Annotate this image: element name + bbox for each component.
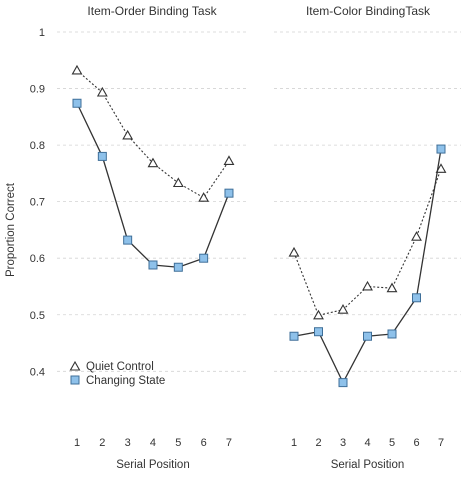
data-point-triangle (172, 177, 184, 188)
legend-label: Changing State (86, 375, 165, 387)
x-tick-label: 5 (389, 437, 395, 449)
data-point-square (148, 260, 158, 270)
data-point-square (97, 151, 107, 161)
data-point-triangle (435, 163, 447, 173)
data-point-square (338, 378, 348, 388)
data-point-square (173, 262, 183, 272)
x-tick-label: 3 (125, 437, 131, 449)
legend-item-changing-state: Changing State (70, 375, 165, 387)
data-point-triangle (96, 86, 108, 97)
chart-legend: Quiet Control Changing State (69, 360, 165, 387)
chart-panel-1: Item-Order Binding Task 0.4 0.5 0.6 0.7 0.8 0.… (30, 4, 249, 471)
series-line (76, 70, 230, 199)
data-point-triangle (147, 157, 159, 168)
data-point-triangle (71, 64, 83, 75)
panel-title: Item-Order Binding Task (87, 4, 217, 18)
series-changing-state (72, 98, 234, 272)
series-changing-state (289, 144, 446, 388)
y-tick-label: 0.9 (30, 84, 45, 96)
y-tick-label: 0.5 (30, 310, 45, 322)
y-tick-label: 0.8 (30, 140, 45, 152)
x-tick-label: 1 (291, 437, 297, 449)
x-tick-label: 3 (340, 437, 346, 449)
x-tick-label: 6 (201, 437, 207, 449)
x-tick-label: 7 (438, 437, 444, 449)
data-point-square (289, 331, 299, 341)
legend-marker-triangle (69, 360, 81, 371)
series-quiet-control (288, 163, 447, 320)
x-axis-title: Serial Position (331, 459, 405, 471)
data-point-triangle (337, 304, 349, 314)
series-line (293, 148, 442, 385)
data-point-square (412, 293, 421, 303)
legend-label: Quiet Control (86, 361, 154, 373)
x-tick-label: 5 (175, 437, 181, 449)
series-quiet-control (71, 64, 235, 202)
data-point-square (123, 235, 133, 245)
data-point-square (387, 329, 397, 339)
data-point-square (224, 188, 234, 198)
panel-title: Item-Color BindingTask (306, 4, 431, 18)
data-point-triangle (122, 129, 134, 140)
y-tick-label: 1 (39, 27, 45, 39)
x-tick-label: 6 (413, 437, 419, 449)
data-point-square (72, 98, 82, 108)
data-point-square (436, 144, 446, 154)
chart-panel-2: Item-Color BindingTask 1 2 3 4 5 6 7 Serial Posi… (274, 4, 461, 471)
y-tick-label: 0.4 (30, 366, 45, 378)
legend-marker-square (70, 375, 80, 385)
series-line (76, 102, 230, 268)
data-point-triangle (386, 282, 398, 293)
data-point-triangle (362, 280, 373, 291)
data-point-square (363, 331, 372, 341)
x-tick-label: 4 (150, 437, 156, 449)
x-tick-label: 2 (99, 437, 105, 449)
y-tick-label: 0.6 (30, 253, 45, 265)
data-point-square (199, 253, 209, 263)
x-tick-label: 7 (226, 437, 232, 449)
x-tick-label: 2 (315, 437, 321, 449)
data-point-triangle (288, 246, 300, 257)
chart-panels: Item-Order Binding Task 0.4 0.5 0.6 0.7 0.8 0.… (30, 4, 461, 471)
x-tick-label: 4 (364, 437, 370, 449)
x-axis-title: Serial Position (116, 459, 190, 471)
data-point-triangle (411, 231, 422, 241)
data-point-square (314, 327, 323, 337)
data-point-triangle (198, 192, 210, 202)
y-tick-label: 0.7 (30, 197, 45, 209)
data-point-triangle (313, 309, 324, 320)
x-tick-label: 1 (74, 437, 80, 449)
data-point-triangle (223, 155, 235, 165)
y-axis-title: Proportion Correct (5, 182, 17, 277)
legend-item-quiet-control: Quiet Control (69, 360, 154, 373)
